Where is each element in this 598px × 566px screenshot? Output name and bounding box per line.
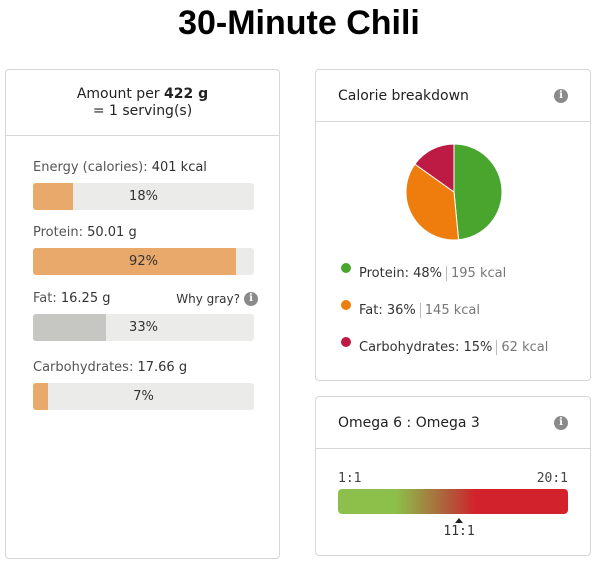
nutrient-value: 401 kcal [151,160,207,175]
amount-per-serving: Amount per 422 g = 1 serving(s) [6,70,279,136]
omega-gradient-bar [338,489,568,514]
nutrient-bar-fill [33,183,73,210]
nutrition-summary-card: Amount per 422 g = 1 serving(s) Energy (… [5,69,280,559]
omega-min-label: 1:1 [338,471,362,486]
legend-name: Protein: [359,266,409,281]
nutrient-percent: 18% [129,189,158,204]
info-icon[interactable]: i [244,292,258,306]
calorie-breakdown-card: Calorie breakdown i Protein: 48% 195 kca… [315,69,591,381]
legend-protein: Protein: 48% 195 kcal [341,262,506,281]
nutrient-label: Fat: [33,291,57,306]
serving-count: = 1 serving(s) [92,103,193,119]
why-gray-label: Why gray? [176,292,240,306]
nutrient-carbohydrates: Carbohydrates: 17.66 g 7% [33,360,254,410]
nutrient-bar: 33% [33,314,254,341]
legend-fat: Fat: 36% 145 kcal [341,299,480,318]
nutrient-bar-fill [33,383,49,410]
omega-marker-arrow [455,518,464,523]
nutrient-bar: 18% [33,183,254,210]
nutrient-protein: Protein: 50.01 g 92% [33,225,254,275]
nutrient-value: 17.66 g [137,360,188,375]
calorie-breakdown-title: Calorie breakdown [338,87,469,104]
nutrient-percent: 92% [129,254,158,269]
omega-header: Omega 6 : Omega 3 i [316,397,590,449]
omega-ratio-card: Omega 6 : Omega 3 i 1:1 20:1 11:1 [315,396,591,556]
legend-name: Carbohydrates: [359,340,460,355]
nutrient-bar: 7% [33,383,254,410]
nutrient-bar-fill [33,314,106,341]
pie-slice-fat [405,163,460,241]
nutrient-energy: Energy (calories): 401 kcal 18% [33,160,254,210]
omega-max-label: 20:1 [536,471,568,486]
legend-percent: 15% [463,340,493,355]
omega-title: Omega 6 : Omega 3 [338,414,480,431]
legend-name: Fat: [359,303,383,318]
nutrient-bar-fill [33,248,237,275]
omega-scale-labels: 1:1 20:1 [338,471,568,486]
carbohydrates-dot [341,336,351,347]
pie-slice-protein [453,143,503,241]
nutrient-value: 16.25 g [60,291,111,306]
protein-dot [341,262,351,273]
fat-dot [341,299,351,310]
nutrient-value: 50.01 g [87,225,137,240]
nutrient-label: Energy (calories): [33,160,148,175]
amount-prefix: Amount per [76,86,160,102]
info-icon[interactable]: i [554,88,568,103]
pie-slice-carbohydrates [414,143,455,193]
legend-carbohydrates: Carbohydrates: 15% 62 kcal [341,336,548,355]
legend-percent: 48% [413,266,442,281]
legend-kcal: 145 kcal [419,303,480,318]
info-icon[interactable]: i [554,415,568,430]
omega-value-label: 11:1 [443,524,475,539]
nutrient-bar: 92% [33,248,254,275]
calorie-pie-chart [405,143,503,241]
why-gray-link[interactable]: Why gray? i [176,292,258,306]
nutrient-label: Carbohydrates: [33,360,134,375]
nutrient-label: Protein: [33,225,83,240]
nutrient-percent: 33% [129,320,158,335]
amount-grams: 422 g [164,86,209,102]
nutrient-percent: 7% [133,389,154,404]
calorie-breakdown-header: Calorie breakdown i [316,70,590,122]
legend-kcal: 62 kcal [496,340,548,355]
page-title: 30-Minute Chili [178,4,420,42]
legend-kcal: 195 kcal [446,266,506,281]
nutrient-fat: Fat: 16.25 g Why gray? i 33% [33,291,258,341]
legend-percent: 36% [386,303,416,318]
